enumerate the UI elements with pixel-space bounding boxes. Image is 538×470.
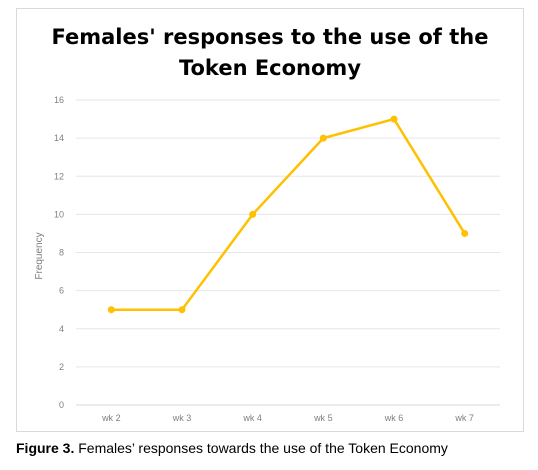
chart-frame: [16, 8, 524, 432]
x-tick-labels: wk 2 wk 3 wk 4 wk 5 wk 6 wk 7: [101, 413, 474, 423]
gridlines: [76, 99, 500, 406]
x-tick-label: wk 3: [172, 413, 192, 423]
y-tick-label: 2: [59, 362, 64, 372]
y-tick-label: 12: [54, 171, 64, 181]
y-tick-label: 6: [59, 286, 64, 296]
y-tick-labels: 0 2 4 6 8 10 12 14 16: [54, 95, 64, 410]
series-layer: [107, 115, 469, 314]
y-tick-label: 8: [59, 248, 64, 258]
data-point: [390, 115, 398, 123]
x-tick-label: wk 7: [454, 413, 474, 423]
x-tick-label: wk 4: [242, 413, 262, 423]
x-tick-label: wk 5: [313, 413, 333, 423]
data-point: [249, 210, 257, 218]
y-tick-label: 10: [54, 209, 64, 219]
y-tick-label: 4: [59, 324, 64, 334]
data-point: [461, 229, 469, 237]
x-tick-label: wk 2: [101, 413, 121, 423]
data-point: [178, 306, 186, 314]
x-tick-label: wk 6: [384, 413, 404, 423]
data-point: [107, 306, 115, 314]
caption-label: Figure 3.: [16, 440, 75, 456]
y-tick-label: 0: [59, 400, 64, 410]
data-point: [319, 134, 327, 142]
y-axis-label: Frequency: [34, 232, 45, 279]
chart-title: Females' responses to the use of the Tok…: [51, 25, 489, 80]
figure-caption: Figure 3. Females’ responses towards the…: [16, 440, 536, 456]
caption-text: Females’ responses towards the use of th…: [78, 440, 448, 456]
y-tick-label: 16: [54, 95, 64, 105]
y-tick-label: 14: [54, 133, 64, 143]
series-line: [111, 117, 466, 311]
